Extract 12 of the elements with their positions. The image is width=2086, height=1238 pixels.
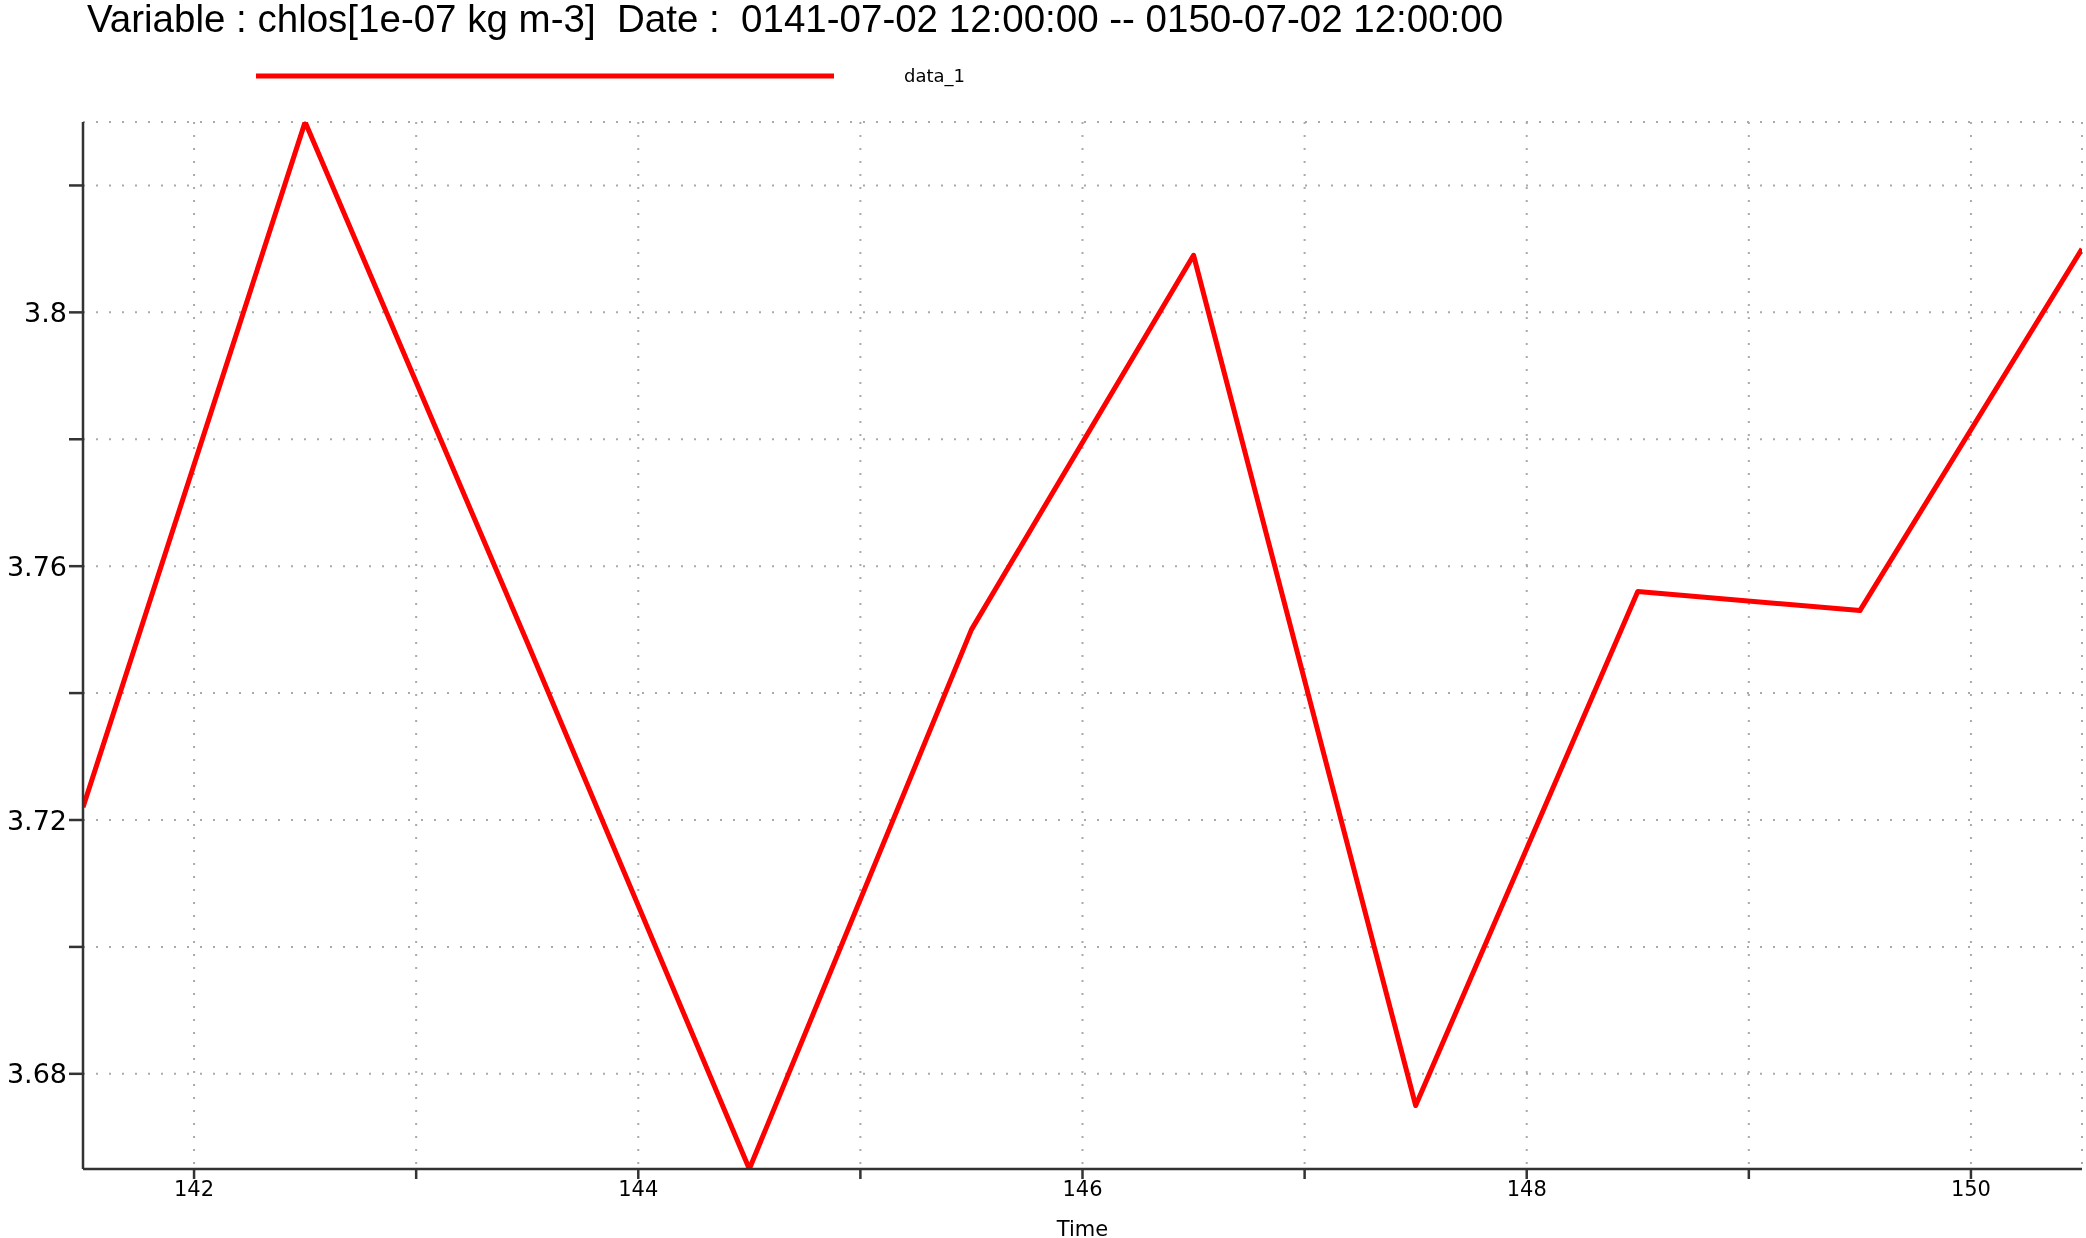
y-tick-label: 3.8	[24, 296, 67, 328]
chart-title: Variable : chlos[1e-07 kg m-3] Date : 0141-07-02 12:00:00 -- 0150-07-02 12:00:00	[87, 0, 1504, 40]
x-tick-label: 150	[1950, 1176, 1991, 1201]
x-tick-label: 148	[1506, 1176, 1547, 1201]
y-tick-label: 3.76	[6, 550, 67, 582]
y-tick-label: 3.72	[6, 804, 67, 836]
y-tick-label: 3.68	[6, 1058, 67, 1090]
x-tick-label: 142	[174, 1176, 215, 1201]
x-axis-title: Time	[1055, 1217, 1109, 1238]
x-tick-label: 146	[1062, 1176, 1103, 1201]
text: data_1	[904, 65, 965, 86]
x-tick-label: 144	[618, 1176, 659, 1201]
